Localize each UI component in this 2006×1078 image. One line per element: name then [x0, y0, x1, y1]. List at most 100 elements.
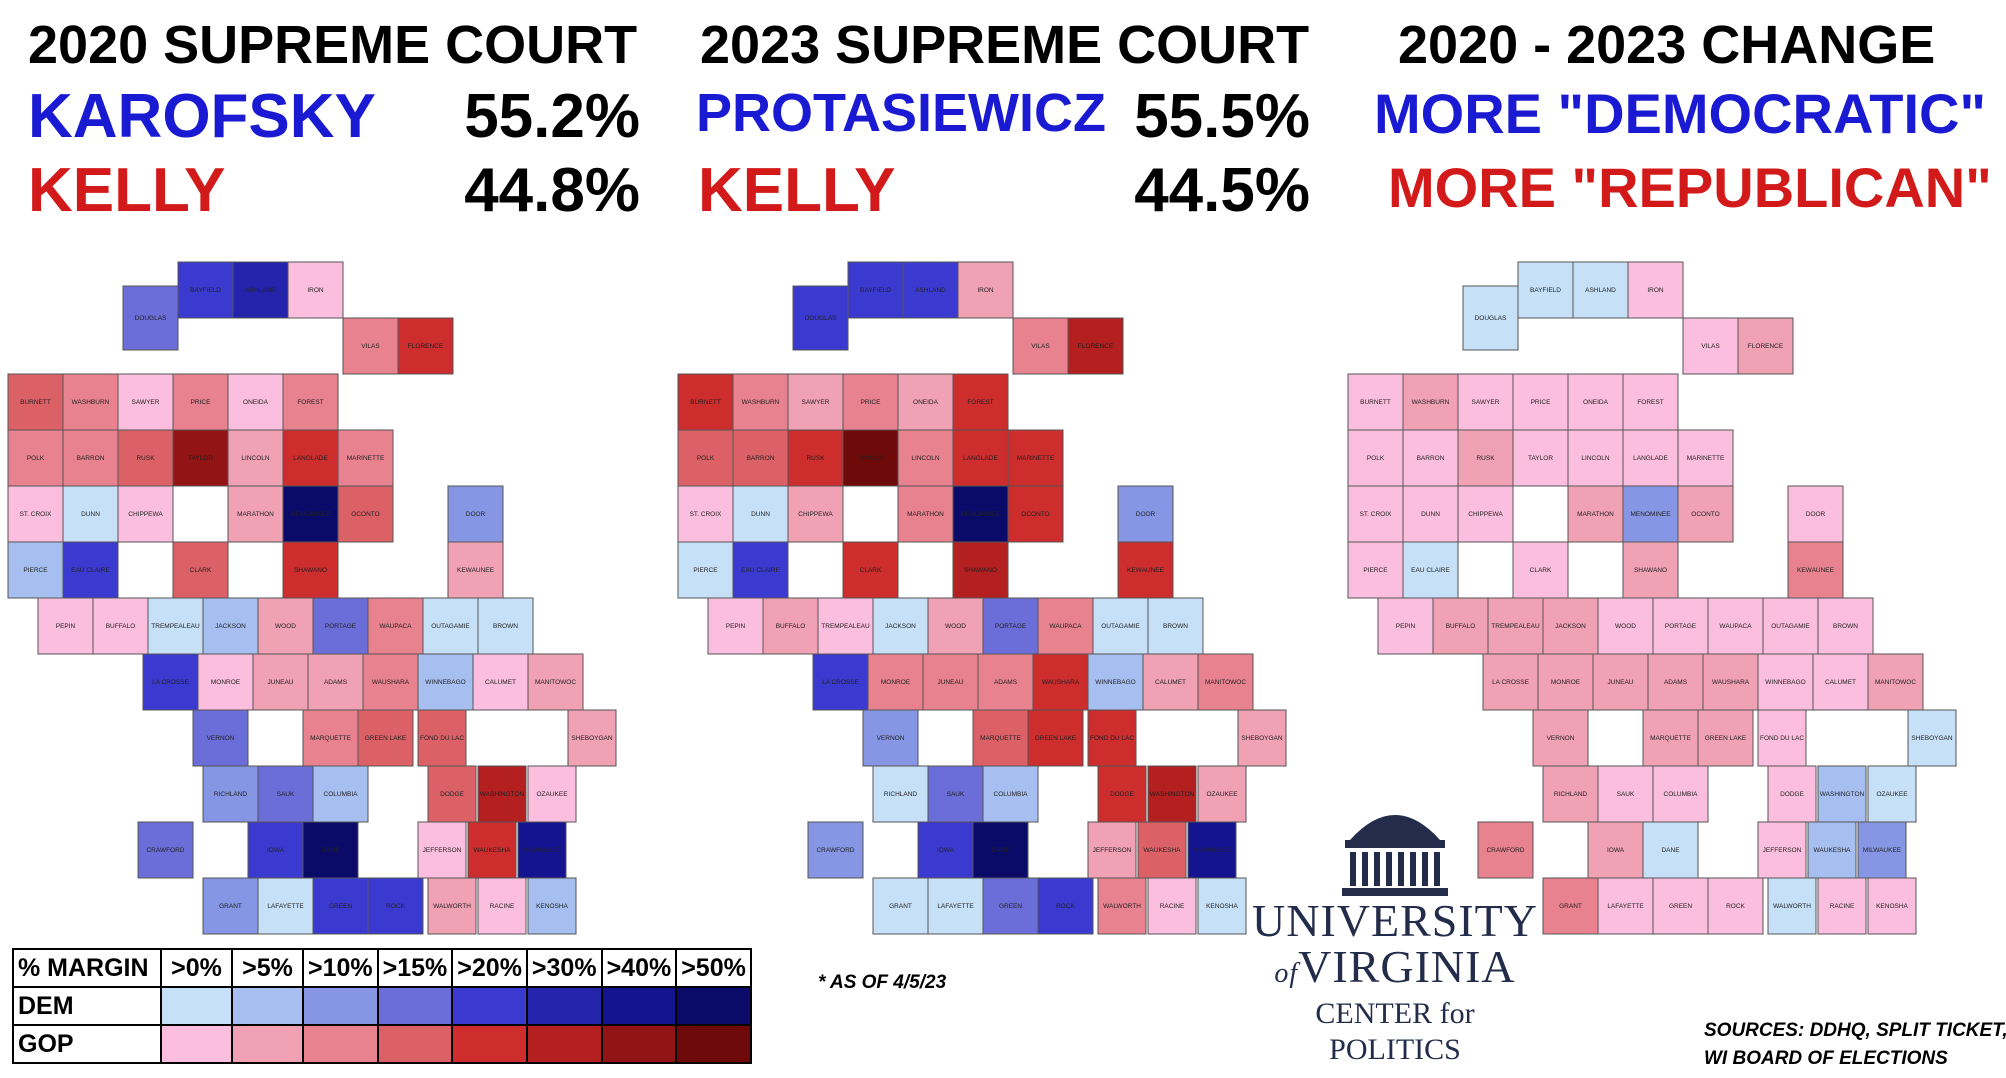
- county-columbia: [1652, 765, 1709, 823]
- county-label: DOOR: [1136, 511, 1156, 518]
- county-sawyer: [787, 373, 844, 431]
- county-label: MARINETTE: [347, 455, 385, 462]
- county-walworth: [1097, 877, 1147, 935]
- county-label: EAU CLAIRE: [71, 567, 110, 574]
- county-label: MONROE: [211, 679, 241, 686]
- county-pepin: [37, 597, 94, 655]
- legend-swatch: [525, 986, 603, 1026]
- county-label: PORTAGE: [1665, 623, 1697, 630]
- county-label: DOOR: [1806, 511, 1826, 518]
- county-label: DUNN: [81, 511, 100, 518]
- county-label: PRICE: [1531, 399, 1552, 406]
- legend-dem-label: DEM: [12, 986, 162, 1026]
- county-columbia: [312, 765, 369, 823]
- county-kenosha: [1867, 877, 1917, 935]
- county-vilas: [1682, 317, 1739, 375]
- county-manitowoc: [1867, 653, 1924, 711]
- county-sheboygan: [1907, 709, 1957, 767]
- county-label: TREMPEALEAU: [151, 623, 200, 630]
- county-label: TAYLOR: [188, 455, 213, 462]
- county-label: JACKSON: [1555, 623, 1586, 630]
- county-sawyer: [117, 373, 174, 431]
- county-crawford: [137, 821, 194, 879]
- county-crawford: [807, 821, 864, 879]
- county-label: KEWAUNEE: [1797, 567, 1835, 574]
- county-label: SHEBOYGAN: [1241, 735, 1282, 742]
- county-label: CLARK: [190, 567, 212, 574]
- county-label: BURNETT: [690, 399, 721, 406]
- county-marinette: [337, 429, 394, 487]
- county-washburn: [732, 373, 789, 431]
- county-label: BUFFALO: [1446, 623, 1476, 630]
- county-iron: [1627, 261, 1684, 319]
- legend-gop-row: GOP: [12, 1024, 752, 1064]
- county-grant: [202, 877, 259, 935]
- county-marathon: [897, 485, 954, 543]
- panel-1-dem-name: KAROFSKY: [28, 82, 376, 151]
- map-2023: DOUGLAS BAYFIELD ASHLAND IRON VILAS BURNETT WA…: [677, 261, 1287, 935]
- county-label: WAUKESHA: [1814, 847, 1852, 854]
- uva-line1: UNIVERSITY: [1252, 895, 1538, 946]
- county-oconto: [1677, 485, 1734, 543]
- map-2020: DOUGLAS BAYFIELD ASHLAND IRON VILAS BURNETT WA…: [7, 261, 617, 935]
- county-label: RACINE: [1160, 903, 1185, 910]
- county-barron: [732, 429, 789, 487]
- county-label: SAUK: [1617, 791, 1635, 798]
- county-label: RUSK: [136, 455, 155, 462]
- county-label: ADAMS: [994, 679, 1018, 686]
- county-label: MONROE: [1551, 679, 1581, 686]
- county-dodge: [1767, 765, 1817, 823]
- county-winnebago: [1757, 653, 1814, 711]
- county-washington: [477, 765, 527, 823]
- county-label: ROCK: [1056, 903, 1075, 910]
- county-label: SHEBOYGAN: [571, 735, 612, 742]
- county-label: VERNON: [877, 735, 905, 742]
- county-oneida: [897, 373, 954, 431]
- county-label: BARRON: [77, 455, 105, 462]
- county-label: GREEN: [329, 903, 352, 910]
- map-change: DOUGLAS BAYFIELD ASHLAND IRON VILAS BURNETT WA…: [1347, 261, 1957, 935]
- county-iowa: [247, 821, 304, 879]
- rotunda-icon: [1342, 815, 1448, 896]
- county-fond-du-lac: [1087, 709, 1137, 767]
- county-waukesha: [467, 821, 517, 879]
- county-label: FOND DU LAC: [1760, 735, 1804, 742]
- county-label: KENOSHA: [1206, 903, 1238, 910]
- county-racine: [1817, 877, 1867, 935]
- county-label: JEFFERSON: [423, 847, 462, 854]
- county-label: WAUKESHA: [1144, 847, 1182, 854]
- county-pepin: [707, 597, 764, 655]
- county-label: WASHBURN: [742, 399, 780, 406]
- county-label: MARATHON: [1577, 511, 1614, 518]
- county-washburn: [1402, 373, 1459, 431]
- county-label: WAUSHARA: [1712, 679, 1750, 686]
- county-label: SAUK: [277, 791, 295, 798]
- county-bayfield: [1517, 261, 1574, 319]
- county-door: [1117, 485, 1174, 543]
- uva-logo: UNIVERSITY ofVIRGINIA CENTER for POLITIC…: [1250, 898, 1540, 1068]
- county-label: CALUMET: [1155, 679, 1186, 686]
- county-chippewa: [1457, 485, 1514, 543]
- county-label: GREEN LAKE: [365, 735, 407, 742]
- county-label: MENOMINEE: [1630, 511, 1671, 518]
- county-la-crosse: [812, 653, 869, 711]
- county-price: [172, 373, 229, 431]
- county-rock: [367, 877, 424, 935]
- panel-3-title: 2020 - 2023 CHANGE: [1398, 15, 1936, 75]
- county-label: WAUPACA: [1719, 623, 1752, 630]
- legend-swatch: [451, 986, 528, 1026]
- as-of-note: * AS OF 4/5/23: [818, 972, 947, 993]
- panel-3-gop-label: MORE "REPUBLICAN": [1388, 156, 1992, 219]
- county-iron: [287, 261, 344, 319]
- margin-legend: % MARGIN >0% >5% >10% >15% >20% >30% >40…: [12, 948, 752, 1064]
- county-green-lake: [1027, 709, 1084, 767]
- county-label: POLK: [697, 455, 715, 462]
- county-florence: [1067, 317, 1124, 375]
- county-oconto: [1007, 485, 1064, 543]
- county-forest: [282, 373, 339, 431]
- county-menominee: [952, 485, 1009, 543]
- panel-1-dem-pct: 55.2%: [464, 82, 640, 151]
- county-pierce: [677, 541, 734, 599]
- county-label: DODGE: [1110, 791, 1135, 798]
